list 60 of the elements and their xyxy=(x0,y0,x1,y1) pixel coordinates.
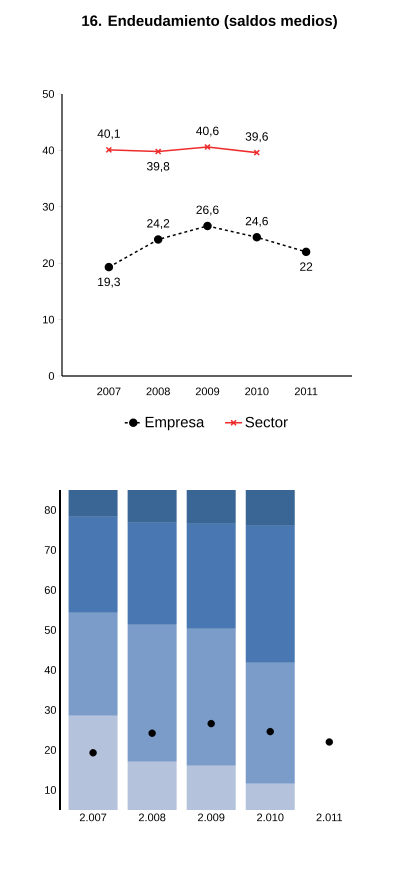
data-label: 24,6 xyxy=(246,216,268,227)
y-tick-label: 40 xyxy=(42,146,54,154)
x-tick-label: 2.009 xyxy=(198,814,224,822)
bar xyxy=(128,522,177,625)
point xyxy=(204,144,211,150)
y-tick-label: 60 xyxy=(44,586,56,594)
chart-title: 16. Endeudamiento (saldos medios) xyxy=(82,15,337,29)
bar xyxy=(186,524,236,629)
x-tick-label: 2007 xyxy=(97,388,120,396)
data-label: 24,2 xyxy=(147,219,170,229)
data-label: 40,6 xyxy=(196,126,219,136)
data-label: 26,6 xyxy=(196,206,219,216)
y-tick-label: 80 xyxy=(44,506,56,514)
legend-label: Sector xyxy=(245,416,288,428)
y-tick-label: 10 xyxy=(43,316,54,324)
y-tick-label: 40 xyxy=(44,666,56,674)
point xyxy=(104,262,114,272)
point xyxy=(203,222,212,230)
bar xyxy=(128,490,177,523)
y-tick-label: 50 xyxy=(42,90,54,98)
x-tick-label: 2009 xyxy=(196,388,220,396)
y-tick-label: 30 xyxy=(42,202,54,211)
y-tick-label: 10 xyxy=(45,786,56,794)
bar xyxy=(68,490,118,517)
bar xyxy=(246,490,295,526)
x-tick-label: 2011 xyxy=(294,388,318,396)
point xyxy=(326,738,333,746)
data-label: 40,1 xyxy=(98,129,120,140)
y-tick-label: 0 xyxy=(48,372,54,380)
x-tick-label: 2.007 xyxy=(80,814,106,822)
x-tick-label: 2010 xyxy=(245,388,269,396)
data-label: 39,6 xyxy=(246,132,268,142)
point xyxy=(207,720,215,728)
y-tick-label: 70 xyxy=(44,546,56,554)
point xyxy=(302,248,310,256)
y-tick-label: 20 xyxy=(44,746,56,754)
bar xyxy=(68,516,118,613)
y-tick-label: 30 xyxy=(44,706,56,714)
legend-label: Empresa xyxy=(146,416,204,430)
y-tick-label: 50 xyxy=(44,626,56,634)
x-tick-label: 2.010 xyxy=(257,814,284,822)
bar xyxy=(186,490,236,524)
data-label: 39,8 xyxy=(146,162,170,172)
bar xyxy=(128,624,177,762)
bar xyxy=(186,628,236,766)
y-tick-label: 20 xyxy=(42,259,54,268)
bar xyxy=(68,612,118,716)
x-tick-label: 2.011 xyxy=(316,814,342,822)
point xyxy=(154,235,162,244)
x-tick-label: 2.008 xyxy=(138,814,166,822)
data-label: 19,3 xyxy=(98,278,120,288)
data-label: 22 xyxy=(300,262,312,271)
point xyxy=(89,749,97,756)
bar xyxy=(246,662,295,784)
point xyxy=(154,148,162,155)
bar xyxy=(246,526,295,663)
point xyxy=(266,728,274,736)
x-tick-label: 2008 xyxy=(146,388,170,396)
point xyxy=(148,729,156,737)
point xyxy=(252,232,262,242)
